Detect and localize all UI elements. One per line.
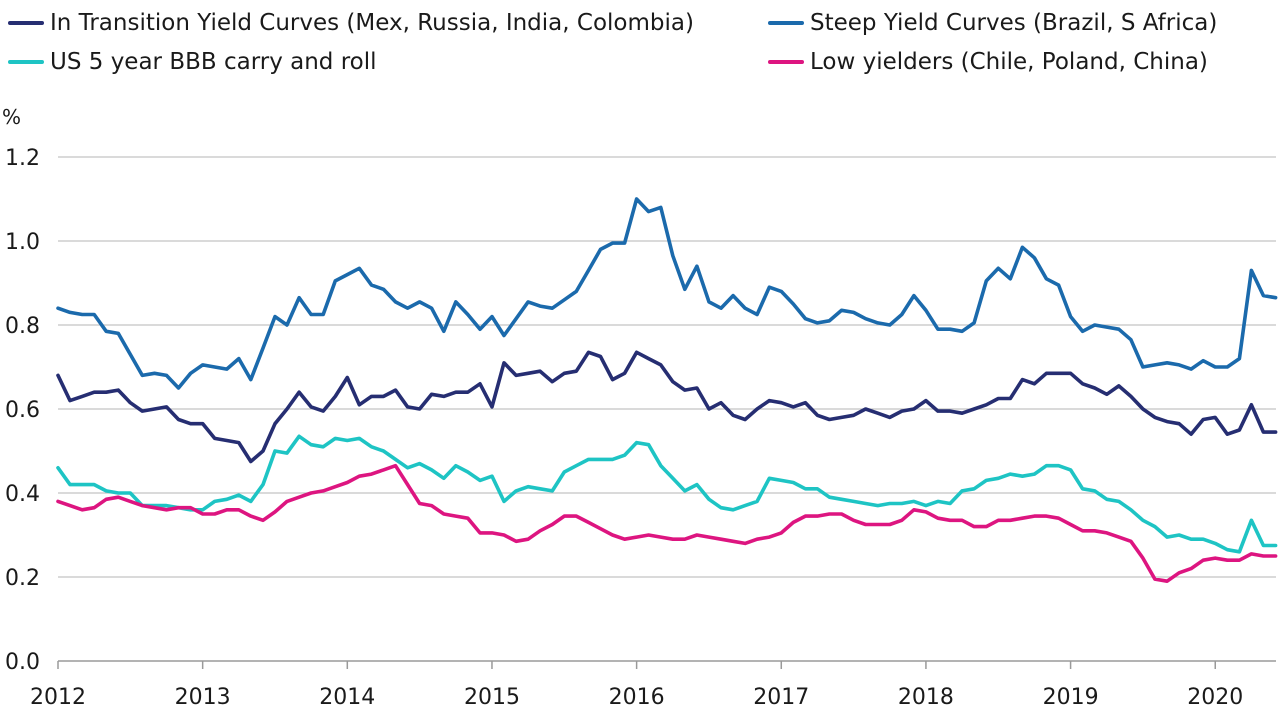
gridlines [58, 156, 1276, 578]
x-tick-label: 2013 [175, 685, 231, 710]
legend-swatch-us-bbb [8, 60, 44, 64]
series-line-in-transition-yield-curves-mex [56, 350, 1278, 464]
series-lines [56, 197, 1278, 584]
y-tick-label: 1.0 [5, 230, 40, 255]
y-tick-label: 0.4 [5, 482, 40, 507]
chart-legend: In Transition Yield Curves (Mex, Russia,… [0, 0, 1280, 90]
x-tick-label: 2014 [319, 685, 375, 710]
x-tick-label: 2012 [30, 685, 86, 710]
series-line-steep-yield-curves-brazil-s-af [56, 197, 1278, 390]
y-tick-label: 0.0 [5, 650, 40, 675]
y-tick-label: 0.2 [5, 566, 40, 591]
series-line-low-yielders-chile-poland-chin [56, 463, 1278, 584]
x-tick-label: 2017 [753, 685, 809, 710]
y-axis-unit-label: % [2, 105, 21, 129]
x-tick-label: 2020 [1187, 685, 1243, 710]
x-tick-label: 2019 [1043, 685, 1099, 710]
legend-label-in-transition: In Transition Yield Curves (Mex, Russia,… [50, 10, 694, 36]
legend-item-steep: Steep Yield Curves (Brazil, S Africa) [768, 10, 1217, 36]
legend-swatch-low-yielders [768, 60, 804, 64]
x-tick-label: 2015 [464, 685, 520, 710]
axes: 0.0 0.2 0.4 0.6 0.8 1.0 1.2 2012 2013 2014 2015 201… [5, 146, 1276, 710]
legend-label-low-yielders: Low yielders (Chile, Poland, China) [810, 49, 1208, 75]
y-tick-label: 0.8 [5, 314, 40, 339]
legend-item-low-yielders: Low yielders (Chile, Poland, China) [768, 49, 1208, 75]
legend-item-us-bbb: US 5 year BBB carry and roll [8, 49, 377, 75]
legend-label-us-bbb: US 5 year BBB carry and roll [50, 49, 377, 75]
x-tick-label: 2016 [609, 685, 665, 710]
legend-swatch-steep [768, 21, 804, 25]
y-tick-label: 1.2 [5, 146, 40, 171]
legend-label-steep: Steep Yield Curves (Brazil, S Africa) [810, 10, 1218, 36]
y-tick-label: 0.6 [5, 398, 40, 423]
legend-swatch-in-transition [8, 21, 44, 25]
x-tick-label: 2018 [898, 685, 954, 710]
legend-item-in-transition: In Transition Yield Curves (Mex, Russia,… [8, 10, 694, 36]
series-line-us-5-year-bbb-carry-and-roll [56, 434, 1278, 554]
